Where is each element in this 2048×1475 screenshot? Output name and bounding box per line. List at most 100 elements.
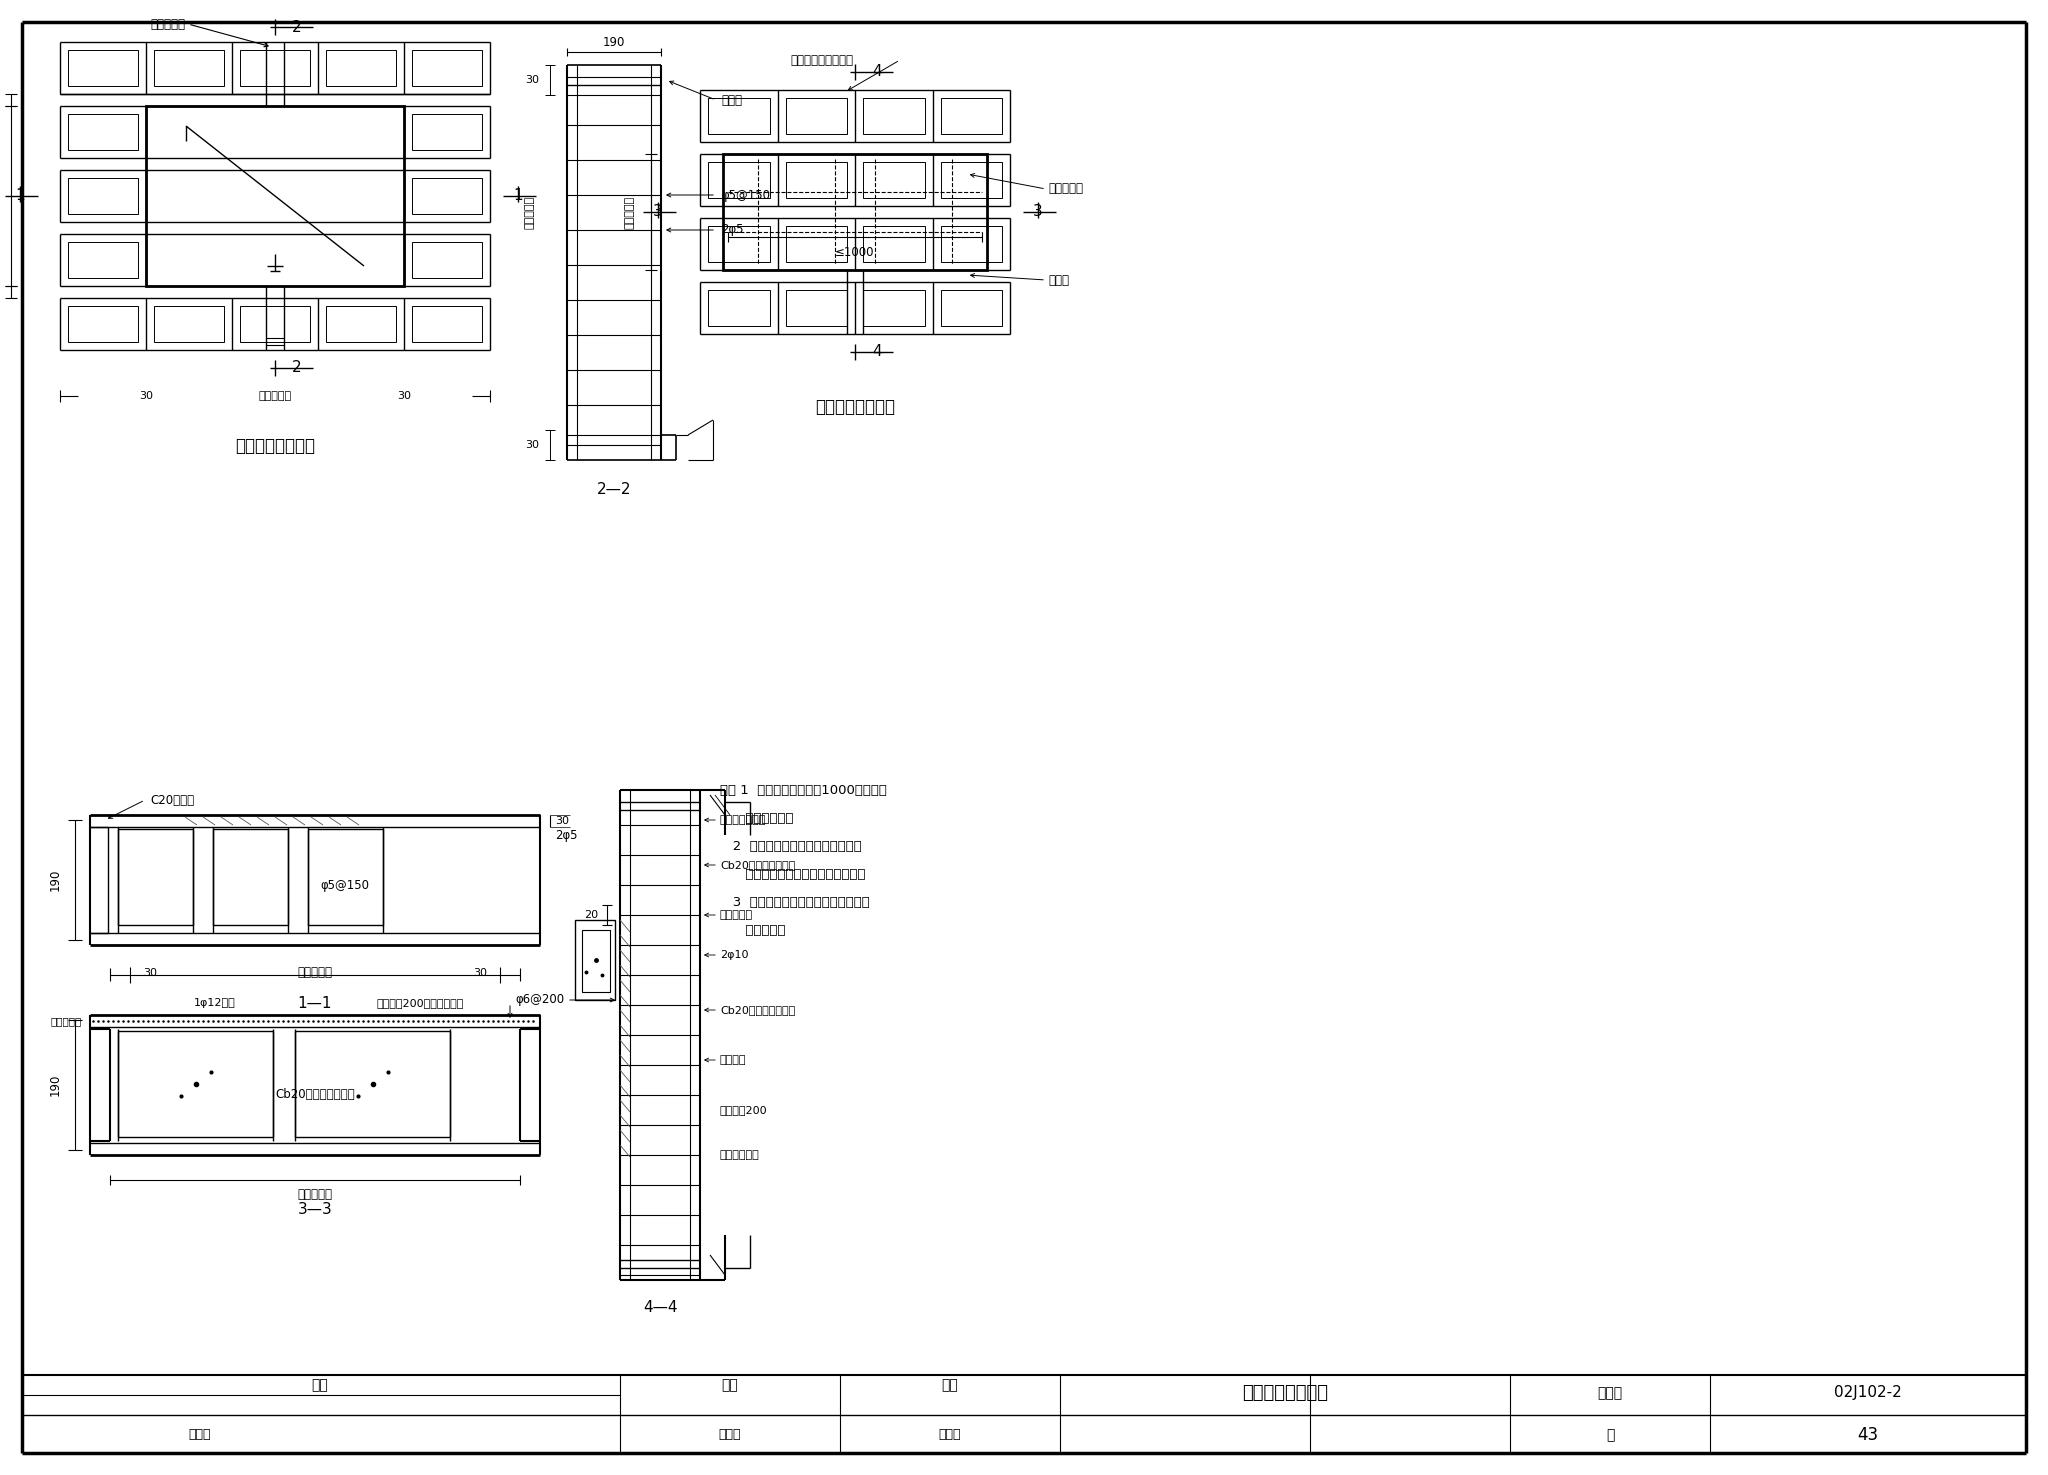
Text: 30: 30	[473, 968, 487, 978]
Text: 2: 2	[293, 19, 301, 34]
Bar	[940, 97, 1001, 134]
Text: 页: 页	[1606, 1428, 1614, 1443]
Text: 30: 30	[143, 968, 158, 978]
Bar	[326, 50, 395, 86]
Text: 配筋带: 配筋带	[1049, 273, 1069, 286]
Bar	[154, 305, 223, 342]
Bar	[723, 153, 987, 270]
Bar	[412, 178, 481, 214]
Text: 预埋穿线管: 预埋穿线管	[1049, 183, 1083, 196]
Bar	[940, 162, 1001, 198]
Text: 2φ5: 2φ5	[721, 224, 743, 236]
Text: 设计: 设计	[942, 1378, 958, 1392]
Text: 固定在灰缝内: 固定在灰缝内	[721, 1150, 760, 1159]
Text: ≤1000: ≤1000	[836, 245, 874, 258]
Text: C20预制板: C20预制板	[150, 794, 195, 807]
Bar	[412, 50, 481, 86]
Bar	[154, 50, 223, 86]
Text: 审核: 审核	[311, 1378, 328, 1392]
Bar	[709, 97, 770, 134]
Text: 穿线管: 穿线管	[721, 93, 741, 106]
Text: 校对: 校对	[721, 1378, 739, 1392]
Text: 190: 190	[602, 35, 625, 49]
Text: φ6@200: φ6@200	[516, 994, 565, 1006]
Text: 2—2: 2—2	[596, 482, 631, 497]
Bar	[412, 114, 481, 150]
Text: 2φ5: 2φ5	[555, 829, 578, 842]
Text: 钉板网抒灰: 钉板网抒灰	[721, 910, 754, 920]
Bar	[326, 305, 395, 342]
Text: 按工程设计: 按工程设计	[297, 1189, 332, 1202]
Text: 按工程设计: 按工程设计	[524, 195, 535, 229]
Text: 190: 190	[49, 869, 61, 891]
Bar	[862, 291, 924, 326]
Bar	[240, 50, 309, 86]
Bar	[412, 242, 481, 277]
Bar	[786, 226, 848, 263]
Text: 1φ12钉筋: 1φ12钉筋	[195, 999, 236, 1007]
Bar	[68, 242, 137, 277]
Bar	[575, 920, 614, 1000]
Text: 郑初丛: 郑初丛	[188, 1428, 211, 1441]
Bar	[786, 291, 848, 326]
Bar	[68, 114, 137, 150]
Bar	[307, 829, 383, 925]
Text: 30: 30	[524, 75, 539, 86]
Text: 2  洞口下面如果管道较多无法设置: 2 洞口下面如果管道较多无法设置	[721, 839, 862, 853]
Bar	[119, 1031, 272, 1137]
Text: Cb20灌孔混凝土灌实: Cb20灌孔混凝土灌实	[274, 1089, 354, 1102]
Text: 李春英: 李春英	[938, 1428, 961, 1441]
Text: 3: 3	[653, 205, 664, 220]
Text: 配筋按工程设计: 配筋按工程设计	[721, 816, 766, 825]
Bar	[295, 1031, 451, 1137]
Text: 注： 1  电表箱预留洞大于1000时应采用: 注： 1 电表箱预留洞大于1000时应采用	[721, 783, 887, 796]
Text: 钉钉中距200: 钉钉中距200	[721, 1105, 768, 1115]
Bar	[145, 106, 403, 286]
Text: 2: 2	[293, 360, 301, 376]
Text: Cb20灌孔混凝土灌实: Cb20灌孔混凝土灌实	[721, 860, 795, 870]
Text: 4: 4	[872, 65, 883, 80]
Text: 全现浇过梁。: 全现浇过梁。	[721, 811, 793, 825]
Bar	[213, 829, 289, 925]
Text: 1: 1	[514, 189, 522, 204]
Text: 43: 43	[1858, 1426, 1878, 1444]
Text: 按工程设计: 按工程设计	[625, 195, 635, 229]
Bar	[412, 305, 481, 342]
Text: φ5@150: φ5@150	[319, 879, 369, 891]
Bar	[68, 178, 137, 214]
Bar	[582, 931, 610, 993]
Bar	[709, 291, 770, 326]
Text: 30: 30	[139, 391, 154, 401]
Text: 190: 190	[49, 1074, 61, 1096]
Text: 电表箱立面示例二: 电表箱立面示例二	[815, 398, 895, 416]
Text: 02J102-2: 02J102-2	[1835, 1385, 1903, 1400]
Text: 30: 30	[524, 440, 539, 450]
Text: 2φ10: 2φ10	[721, 950, 748, 960]
Text: 图集号: 图集号	[1597, 1386, 1622, 1400]
Bar	[862, 226, 924, 263]
Text: 30: 30	[555, 816, 569, 826]
Text: Cb20灌孔混凝土灌实: Cb20灌孔混凝土灌实	[721, 1004, 795, 1015]
Bar	[786, 97, 848, 134]
Text: 3  墙体设壁小、消火栓筱时，可参照: 3 墙体设壁小、消火栓筱时，可参照	[721, 895, 870, 909]
Bar	[862, 97, 924, 134]
Text: 邓彬奋: 邓彬奋	[719, 1428, 741, 1441]
Text: 电表箱立面示例一: 电表箱立面示例一	[236, 437, 315, 454]
Bar	[68, 50, 137, 86]
Text: 现浇带时，两侧芯柱延伸至楼板。: 现浇带时，两侧芯柱延伸至楼板。	[721, 867, 866, 881]
Bar	[786, 162, 848, 198]
Text: 4—4: 4—4	[643, 1301, 678, 1316]
Text: 按工程设计: 按工程设计	[297, 966, 332, 979]
Bar	[709, 162, 770, 198]
Bar	[68, 305, 137, 342]
Bar	[862, 162, 924, 198]
Text: 钉板网抒灰: 钉板网抒灰	[51, 1016, 82, 1027]
Bar	[940, 226, 1001, 263]
Text: 锐入钉筋混凝土过梁: 锐入钉筋混凝土过梁	[791, 53, 854, 66]
Text: 3—3: 3—3	[297, 1202, 332, 1217]
Text: 1: 1	[14, 189, 25, 204]
Text: 按工程设计: 按工程设计	[258, 391, 291, 401]
Text: 电表箱平立面示例: 电表箱平立面示例	[1241, 1384, 1327, 1403]
Text: 钉钉中距200固定在灰缝内: 钉钉中距200固定在灰缝内	[377, 999, 463, 1007]
Text: 20: 20	[584, 910, 598, 920]
